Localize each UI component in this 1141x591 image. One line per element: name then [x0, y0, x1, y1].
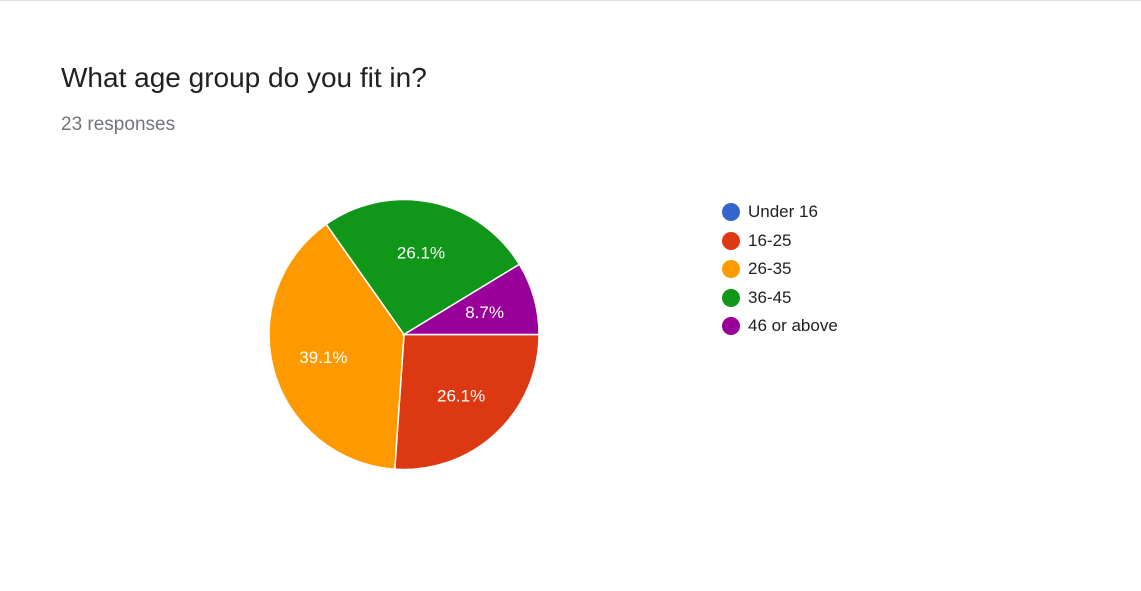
- legend-item: 36-45: [722, 284, 838, 313]
- legend-item: Under 16: [722, 198, 838, 227]
- pie-slice-percent-label: 39.1%: [299, 348, 347, 367]
- legend-color-swatch: [722, 288, 740, 307]
- pie-slice-percent-label: 26.1%: [397, 244, 445, 263]
- pie-slice-26-35[interactable]: [268, 223, 405, 470]
- question-title: What age group do you fit in?: [61, 62, 427, 93]
- legend-color-swatch: [722, 231, 740, 250]
- legend-label: 36-45: [748, 287, 792, 307]
- pie-slice-36-45[interactable]: [325, 198, 521, 336]
- legend-label: 26-35: [748, 259, 792, 279]
- legend-label: Under 16: [748, 202, 818, 222]
- pie-slice-labels: 26.1% 39.1% 26.1% 8.7%: [299, 244, 504, 406]
- legend-item: 16-25: [722, 227, 838, 256]
- response-count: 23 responses: [61, 114, 176, 135]
- chart-legend: Under 16 16-25 26-35 36-45 46 or above: [722, 198, 838, 341]
- pie-slices: [268, 198, 540, 471]
- card-top-border: [0, 0, 1141, 1]
- legend-label: 16-25: [748, 230, 792, 250]
- legend-color-swatch: [722, 260, 740, 279]
- legend-item: 26-35: [722, 255, 838, 284]
- pie-slice-percent-label: 26.1%: [437, 387, 485, 406]
- pie-slice-percent-label: 8.7%: [465, 303, 504, 322]
- legend-color-swatch: [722, 203, 740, 222]
- legend-color-swatch: [722, 317, 740, 336]
- legend-item: 46 or above: [722, 312, 838, 341]
- pie-slice-46-or-above[interactable]: [401, 263, 540, 336]
- legend-label: 46 or above: [748, 316, 838, 336]
- pie-slice-16-25[interactable]: [393, 333, 540, 471]
